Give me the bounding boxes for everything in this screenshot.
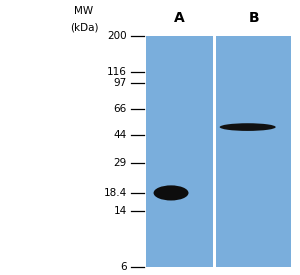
Text: 200: 200	[107, 31, 127, 41]
Text: 29: 29	[114, 158, 127, 168]
Text: A: A	[174, 11, 184, 25]
Text: (kDa): (kDa)	[70, 23, 98, 33]
Bar	[146, 36, 213, 267]
Text: B: B	[248, 11, 259, 25]
Text: 6: 6	[120, 262, 127, 272]
Ellipse shape	[154, 185, 188, 200]
Text: 44: 44	[114, 131, 127, 141]
Ellipse shape	[220, 123, 276, 131]
Text: 66: 66	[114, 104, 127, 114]
Text: 116: 116	[107, 67, 127, 77]
Text: 18.4: 18.4	[104, 188, 127, 198]
Text: 97: 97	[114, 78, 127, 89]
Text: 14: 14	[114, 206, 127, 216]
Bar	[216, 36, 291, 267]
Text: MW: MW	[74, 7, 94, 16]
